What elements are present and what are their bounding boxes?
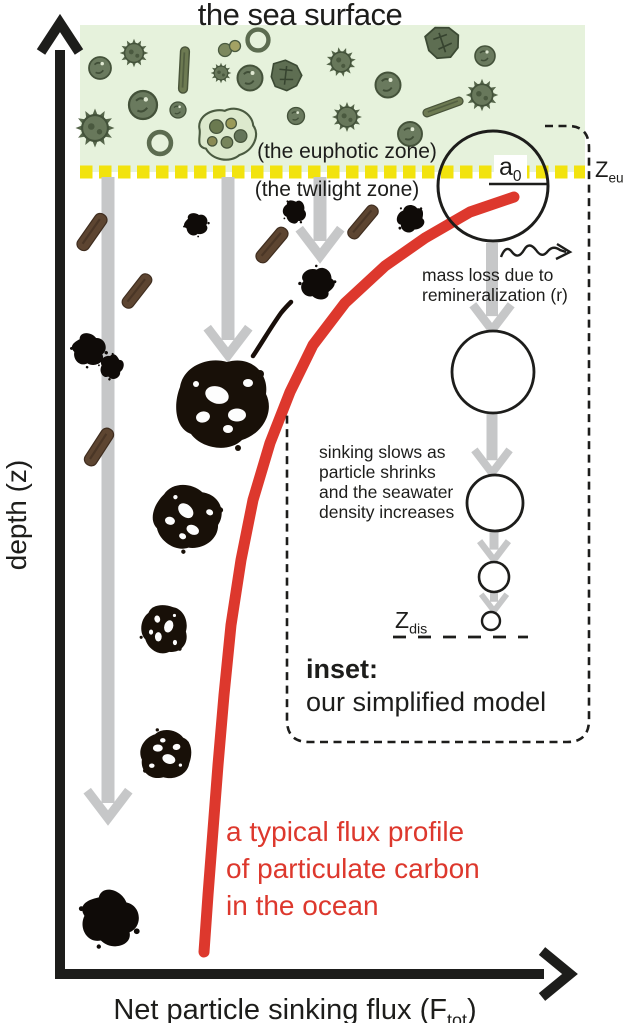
initial-radius-label: a0 xyxy=(494,153,527,184)
twilight-zone-label: (the twilight zone) xyxy=(254,178,420,201)
inset-caption-heading: inset: xyxy=(306,654,379,684)
plankton-organism-circle xyxy=(374,71,402,99)
x-axis-arrowhead-icon xyxy=(538,947,578,1001)
inset-box-border xyxy=(285,124,591,744)
plankton-organism-circle xyxy=(236,64,264,92)
sinking-slows-line3: and the seawater xyxy=(319,482,454,502)
flux-caption-line1: a typical flux profile xyxy=(226,816,465,847)
marine-snow-particle-agg xyxy=(176,360,269,451)
marine-snow-particle-blob xyxy=(295,260,340,304)
sinking-slows-note: sinking slows as particle shrinks and th… xyxy=(319,442,454,522)
dissolution-depth-subscript: dis xyxy=(409,621,428,638)
plankton-organism-amoeba xyxy=(198,107,258,161)
sinking-arrow-head-icon xyxy=(295,225,345,264)
x-axis-label-subscript: tot xyxy=(446,1009,467,1023)
marine-snow-particle-pellet xyxy=(118,270,156,312)
model-particle-circle xyxy=(450,329,536,415)
sinking-arrow-head-icon xyxy=(203,324,253,363)
y-axis-arrowhead-icon xyxy=(36,13,84,55)
plankton-organism-rod xyxy=(177,45,191,95)
model-particle-circle xyxy=(436,129,550,243)
x-axis-label: Net particle sinking flux (Ftot) xyxy=(113,994,476,1023)
plankton-organism-circle xyxy=(88,56,112,80)
sinking-slows-line1: sinking slows as xyxy=(319,442,446,462)
x-axis-label-close: ) xyxy=(466,994,477,1023)
initial-radius-subscript: 0 xyxy=(512,168,522,185)
axes xyxy=(36,13,578,1001)
marine-snow-particle-streak xyxy=(253,302,291,356)
marine-snow-particle-agg xyxy=(140,728,192,779)
remineralization-wavy-arrow-icon xyxy=(499,242,573,261)
y-axis-label: depth (z) xyxy=(1,459,32,571)
mass-loss-note: mass loss due to remineralization (r) xyxy=(422,265,568,305)
sinking-slows-line4: density increases xyxy=(319,502,455,522)
euphotic-zone-label: (the euphotic zone) xyxy=(257,140,437,163)
initial-radius-symbol: a xyxy=(499,153,513,181)
plankton-organism-circle xyxy=(127,89,159,121)
plankton-organism-circle xyxy=(286,106,306,126)
sinking-arrow-head-icon xyxy=(471,447,513,480)
marine-snow-particle-blob xyxy=(67,879,150,962)
euphotic-depth-label: Zeu xyxy=(595,157,624,186)
flux-caption-line2: of particulate carbon xyxy=(226,853,480,884)
sinking-slows-line2: particle shrinks xyxy=(319,462,436,482)
figure-title: the sea surface xyxy=(197,0,403,32)
dissolution-depth-label: Zdis xyxy=(395,607,427,637)
marine-snow-particle-agg xyxy=(142,475,231,564)
dissolution-depth-symbol: Z xyxy=(395,607,410,633)
model-particle-circle xyxy=(480,610,502,632)
marine-snow-particle-agg xyxy=(139,605,187,654)
marine-snow-particle-pellet xyxy=(344,201,382,243)
euphotic-depth-symbol: Z xyxy=(595,157,609,182)
sinking-arrow-head-icon xyxy=(477,539,511,566)
x-axis-label-text: Net particle sinking flux (F xyxy=(113,994,447,1023)
sinking-arrows-layer xyxy=(83,177,515,826)
mass-loss-note-line2: remineralization (r) xyxy=(422,285,568,305)
model-particle-circle xyxy=(477,560,511,594)
flux-profile-curve xyxy=(198,191,520,958)
marine-snow-particle-blob xyxy=(181,210,212,240)
plankton-organism-circle xyxy=(474,45,496,67)
marine-snow-particle-blob xyxy=(391,200,429,236)
flux-profile-caption: a typical flux profile of particulate ca… xyxy=(226,813,480,924)
sinking-arrow-head-icon xyxy=(478,592,510,616)
model-particle-circles-layer xyxy=(436,129,550,632)
inset-caption: inset: our simplified model xyxy=(306,653,546,719)
sinking-arrow-head-icon xyxy=(83,787,133,826)
mass-loss-note-line1: mass loss due to xyxy=(422,265,554,285)
inset-caption-text: our simplified model xyxy=(306,687,547,717)
plankton-organism-circle xyxy=(169,101,187,119)
model-particle-circle xyxy=(465,473,525,533)
marine-snow-particle-pellet xyxy=(252,223,292,267)
euphotic-depth-subscript: eu xyxy=(608,170,624,186)
flux-caption-line3: in the ocean xyxy=(226,890,379,921)
euphotic-zone-band xyxy=(80,25,585,172)
